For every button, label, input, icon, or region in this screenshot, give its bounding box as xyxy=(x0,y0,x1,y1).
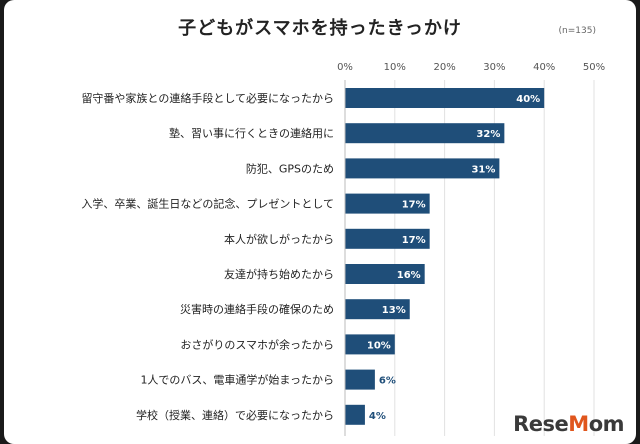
category-label: おさがりのスマホが余ったから xyxy=(180,337,334,351)
x-tick-label: 50% xyxy=(583,62,605,73)
x-tick-label: 40% xyxy=(533,62,555,73)
resemom-logo: ReseMom xyxy=(513,412,624,436)
category-label: 防犯、GPSのため xyxy=(246,161,334,175)
category-label: 本人が欲しがったから xyxy=(224,232,334,246)
bar xyxy=(345,228,430,249)
category-label: 災害時の連絡手段の確保のため xyxy=(180,302,334,316)
category-label: 留守番や家族との連絡手段として必要になったから xyxy=(81,91,334,105)
chart-title: 子どもがスマホを持ったきっかけ xyxy=(178,18,462,39)
x-tick-label: 20% xyxy=(433,62,455,73)
bar xyxy=(345,369,375,390)
value-label: 13% xyxy=(382,305,406,316)
sample-size-note: (n=135) xyxy=(558,26,596,36)
bar xyxy=(345,193,430,214)
x-tick-label: 10% xyxy=(384,62,406,73)
category-label: 友達が持ち始めたから xyxy=(224,267,334,281)
value-label: 32% xyxy=(476,129,500,140)
bar xyxy=(345,334,395,355)
value-label: 17% xyxy=(402,200,426,211)
category-label: 学校（授業、連絡）で必要になったから xyxy=(136,408,334,422)
category-label: 塾、習い事に行くときの連絡用に xyxy=(169,126,334,140)
x-tick-label: 0% xyxy=(337,62,353,73)
value-label: 31% xyxy=(471,164,495,175)
chart-frame: 子どもがスマホを持ったきっかけ (n=135) 0% 10% 20% 30% 40% 50… xyxy=(4,0,636,444)
value-label: 10% xyxy=(367,340,391,351)
bar xyxy=(345,123,505,144)
bar xyxy=(345,404,365,425)
value-label: 6% xyxy=(379,376,396,387)
bar-chart: 0% 10% 20% 30% 40% 50% 留守番や家族との連絡手段として必要になったから… xyxy=(81,62,605,436)
x-tick-label: 30% xyxy=(483,62,505,73)
value-label: 17% xyxy=(402,235,426,246)
category-label: 1人でのバス、電車通学が始まったから xyxy=(140,373,334,387)
value-label: 40% xyxy=(516,94,540,105)
bar xyxy=(345,88,545,108)
bar xyxy=(345,299,410,320)
bar xyxy=(345,264,425,284)
bar xyxy=(345,158,500,179)
value-label: 4% xyxy=(369,411,386,422)
category-label: 入学、卒業、誕生日などの記念、プレゼントとして xyxy=(81,197,334,211)
value-label: 16% xyxy=(397,270,421,281)
